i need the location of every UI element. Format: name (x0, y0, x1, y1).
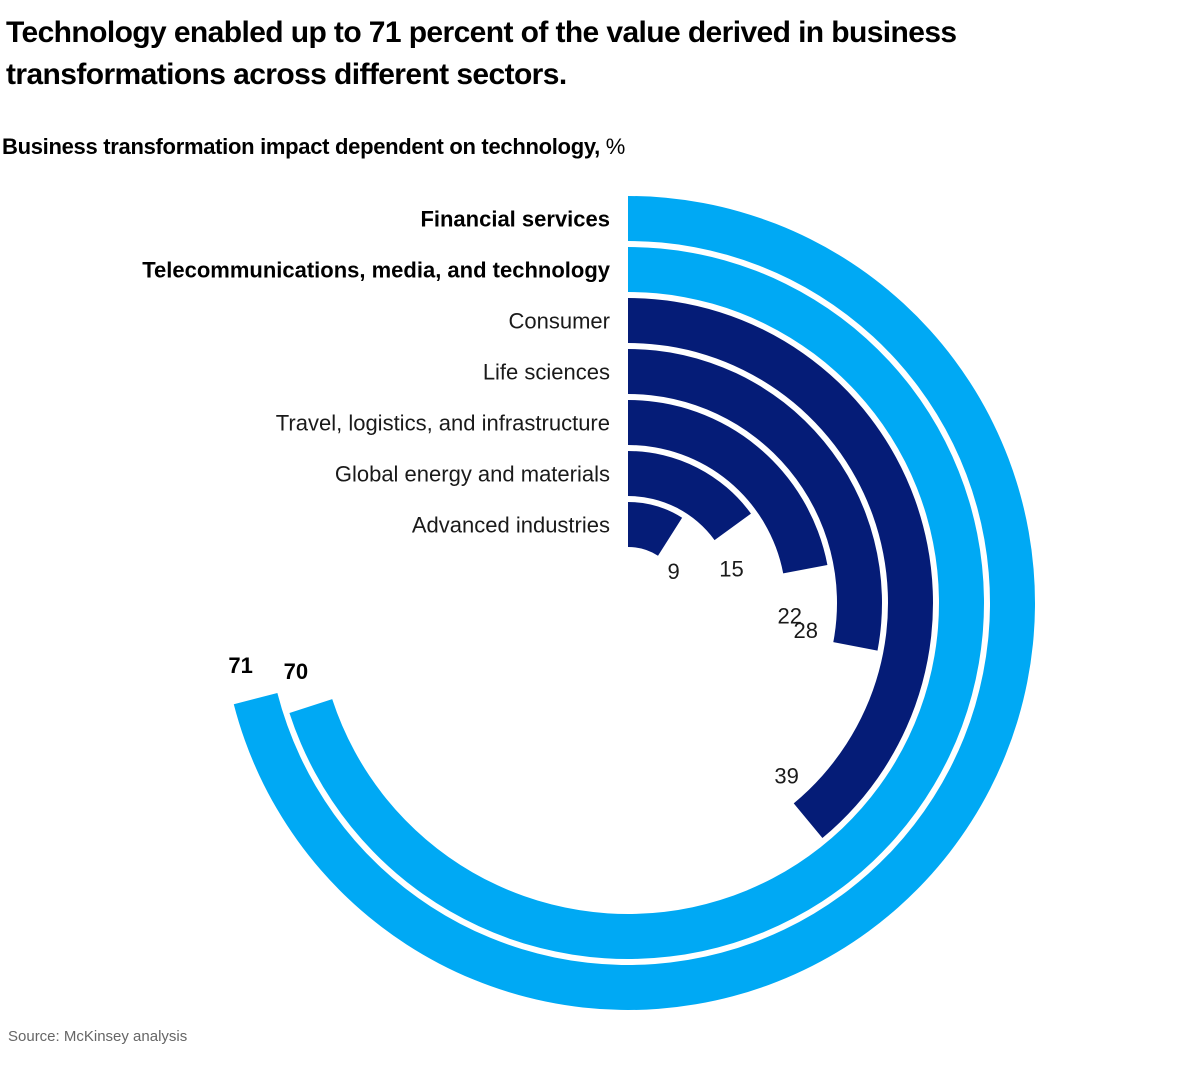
chart-title: Technology enabled up to 71 percent of t… (6, 16, 957, 91)
bars-group (233, 196, 1036, 1010)
value-label-advanced-industries: 9 (668, 559, 680, 584)
source-note: Source: McKinsey analysis (8, 1028, 188, 1045)
category-labels-group: Financial services Telecommunications, me… (142, 207, 611, 538)
value-label-global-energy-and-materials: 15 (719, 556, 743, 581)
bar-consumer (628, 298, 933, 839)
category-label-life-sciences: Life sciences (483, 360, 610, 385)
value-label-life-sciences: 28 (793, 618, 817, 643)
chart-subtitle: Business transformation impact dependent… (2, 134, 625, 160)
value-label-travel-logistics-and-infrastructure: 22 (778, 604, 802, 629)
subtitle-unit: % (605, 134, 626, 159)
bar-global-energy-and-materials (628, 451, 751, 541)
value-label-consumer: 39 (774, 764, 798, 789)
bar-life-sciences (628, 349, 882, 651)
bar-travel-logistics-and-infrastructure (628, 400, 828, 574)
category-label-travel-logistics-and-infrastructure: Travel, logistics, and infrastructure (276, 411, 610, 436)
category-label-financial-services: Financial services (420, 207, 610, 232)
category-label-telecommunications-media-and-technology: Telecommunications, media, and technolog… (142, 258, 611, 283)
subtitle-main: Business transformation impact dependent… (2, 134, 600, 159)
category-label-consumer: Consumer (509, 309, 610, 334)
category-label-global-energy-and-materials: Global energy and materials (335, 462, 610, 487)
value-label-telecommunications-media-and-technology: 70 (284, 659, 308, 684)
value-label-financial-services: 71 (228, 653, 252, 678)
category-label-advanced-industries: Advanced industries (412, 513, 610, 538)
bar-advanced-industries (628, 502, 683, 556)
